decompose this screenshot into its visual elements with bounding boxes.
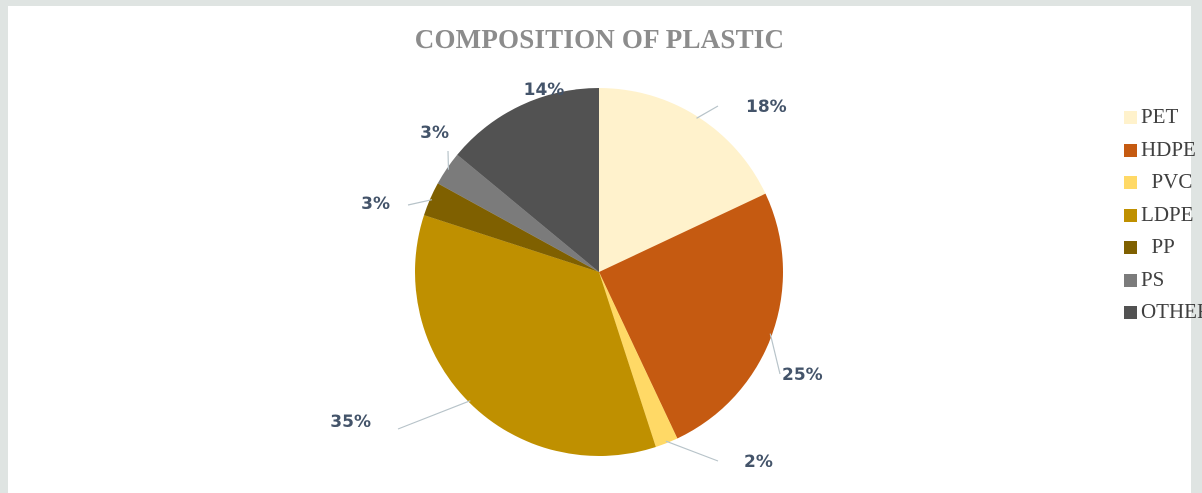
leader-line-pet (696, 105, 719, 119)
pie-slice-ps (437, 154, 599, 272)
legend-label: PVC (1141, 169, 1193, 193)
leader-line-pp (407, 199, 433, 206)
legend-swatch (1124, 208, 1137, 222)
legend-label: PS (1141, 266, 1165, 291)
legend-swatch (1124, 306, 1137, 319)
pie-slice-pet (599, 88, 766, 272)
legend-swatch (1124, 241, 1137, 254)
data-label-hdpe: 25% (782, 365, 823, 385)
pie-slice-pp (424, 183, 599, 272)
legend-swatch (1124, 176, 1137, 189)
legend-label: PP (1141, 234, 1175, 258)
chart-title: COMPOSITION OF PLASTIC (414, 24, 785, 54)
legend-swatch (1124, 111, 1137, 124)
data-label-pet: 18% (746, 97, 787, 117)
pie-slice-other (457, 88, 599, 272)
pie-slice-ldpe (415, 215, 656, 457)
legend-label: HDPE (1141, 136, 1196, 161)
data-label-ldpe: 35% (330, 412, 371, 432)
pie-slice-hdpe (599, 193, 783, 439)
leader-line-ldpe (397, 400, 471, 430)
data-label-other: 14% (524, 80, 565, 100)
legend-label: LDPE (1141, 201, 1194, 226)
leader-line-pvc (665, 440, 719, 462)
pie-slice-pvc (599, 272, 678, 447)
pie-chart: 18% 25% 2% 35% 3% 3% 14% (330, 80, 823, 472)
data-label-pp: 3% (361, 194, 390, 214)
legend-label: OTHER (1141, 299, 1202, 323)
chart-panel: COMPOSITION OF PLASTIC 18% 25% 2% 35% 3% 3% 14… (8, 6, 1202, 493)
legend-swatch (1124, 273, 1137, 287)
leader-line-hdpe (769, 333, 781, 375)
legend-swatch (1124, 143, 1137, 157)
data-label-pvc: 2% (744, 452, 773, 472)
data-label-ps: 3% (420, 123, 449, 143)
legend-label: PET (1141, 104, 1179, 128)
